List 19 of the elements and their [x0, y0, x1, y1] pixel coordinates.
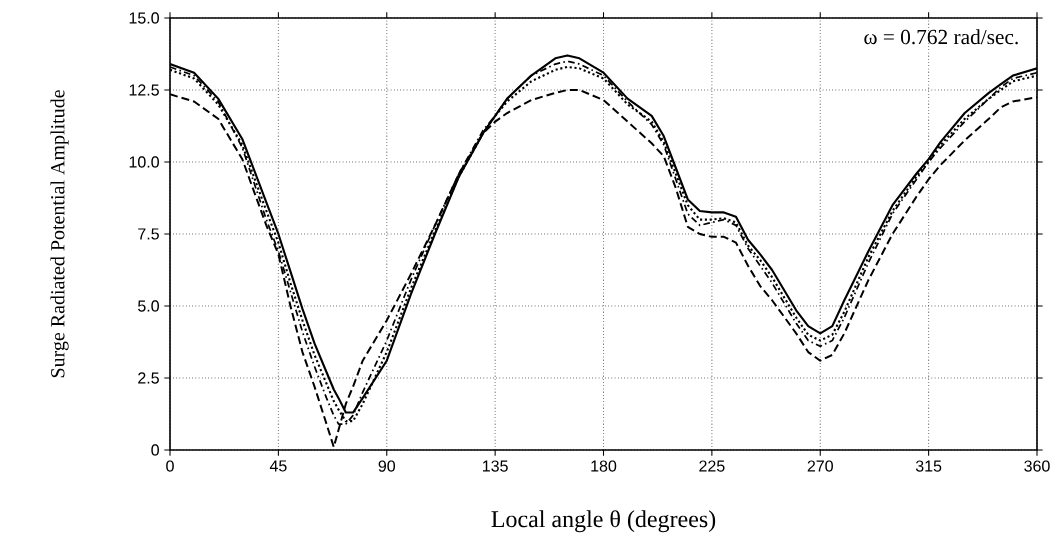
y-tick-label: 7.5 [138, 228, 159, 240]
y-tick-label: 10.0 [129, 156, 159, 168]
annotation: ω = 0.762 rad/sec. [864, 29, 1018, 45]
x-tick-label: 90 [378, 460, 396, 472]
x-tick-label: 315 [915, 460, 942, 472]
x-tick-label: 0 [166, 460, 174, 472]
x-tick-label: 270 [807, 460, 833, 472]
y-tick-label: 2.5 [138, 372, 159, 384]
x-tick-label: 180 [591, 460, 617, 472]
x-tick-label: 45 [269, 460, 287, 472]
x-tick-label: 360 [1024, 460, 1050, 472]
y-axis-title: Surge Radiated Potential Amplitude [50, 90, 69, 378]
y-tick-label: 15.0 [129, 12, 159, 24]
y-tick-label: 0 [151, 444, 159, 456]
y-tick-label: 12.5 [129, 84, 159, 96]
x-tick-label: 225 [699, 460, 725, 472]
x-tick-label: 135 [483, 460, 508, 472]
y-tick-label: 5.0 [138, 300, 159, 312]
x-axis-title: Local angle θ (degrees) [491, 510, 716, 533]
